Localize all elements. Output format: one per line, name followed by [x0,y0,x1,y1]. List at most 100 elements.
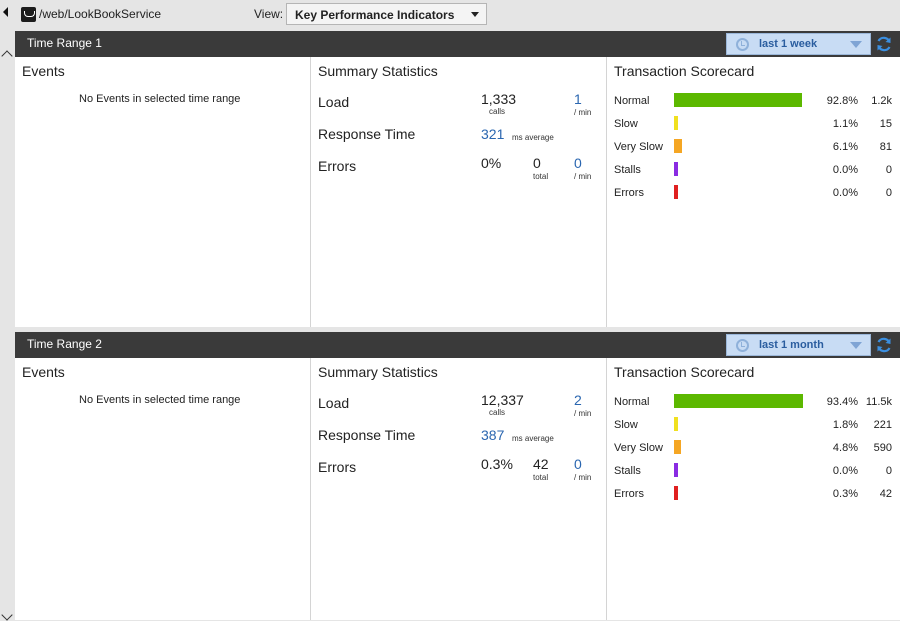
scorecard-bar [674,486,678,500]
events-section: Events No Events in selected time range [15,57,311,327]
scroll-down-icon[interactable] [1,609,13,621]
scorecard-label: Stalls [614,465,641,477]
scorecard-count: 11.5k [865,396,892,408]
time-range-select[interactable]: last 1 month [726,334,871,356]
scorecard-row[interactable]: Slow 1.1% 15 [607,116,900,132]
scorecard-count: 0 [885,187,892,199]
summary-statistics-section: Summary Statistics Load 1,333 calls 1 / … [311,57,607,327]
scorecard-label: Normal [614,396,650,408]
errors-total-value: 0 [533,155,541,171]
ms-average-unit: ms average [512,434,554,443]
scroll-up-icon[interactable] [1,50,13,62]
scorecard-label: Stalls [614,164,641,176]
load-calls-value: 1,333 [481,91,517,107]
events-title: Events [22,63,65,79]
time-range-select[interactable]: last 1 week [726,33,871,55]
view-select[interactable]: Key Performance Indicators [286,3,487,25]
refresh-icon[interactable] [875,35,893,53]
scorecard-row[interactable]: Normal 92.8% 1.2k [607,93,900,109]
scorecard-title: Transaction Scorecard [614,63,755,79]
per-min-unit: / min [574,473,592,482]
left-scroll-rail[interactable] [0,31,15,621]
panel-header: Time Range 1 last 1 week [15,31,900,57]
summary-statistics-section: Summary Statistics Load 12,337 calls 2 /… [311,358,607,620]
load-calls-value: 12,337 [481,392,524,408]
panel-title: Time Range 1 [27,36,102,50]
scorecard-bar [674,417,678,431]
scorecard-percent: 0.3% [832,488,858,500]
summary-title: Summary Statistics [318,364,438,380]
refresh-icon[interactable] [875,336,893,354]
response-time-link[interactable]: 387 [481,427,505,443]
errors-rate-link[interactable]: 0 [574,155,582,171]
errors-total-value: 42 [533,456,549,472]
errors-rate-link[interactable]: 0 [574,456,582,472]
response-time-label: Response Time [318,126,416,142]
scorecard-row[interactable]: Stalls 0.0% 0 [607,162,900,178]
scorecard-row[interactable]: Very Slow 4.8% 590 [607,440,900,456]
scorecard-percent: 4.8% [832,442,858,454]
view-label: View: [254,7,284,21]
errors-label: Errors [318,158,357,174]
time-range-panel: Time Range 1 last 1 week Events No Event… [15,31,900,327]
transaction-scorecard-section: Transaction Scorecard Normal 93.4% 11.5k Sl… [607,358,900,620]
scorecard-bar [674,162,678,176]
scorecard-label: Normal [614,95,650,107]
service-icon [21,7,36,22]
service-path[interactable]: /web/LookBookService [39,7,162,21]
scorecard-percent: 1.8% [832,419,858,431]
per-min-unit: / min [574,409,592,418]
chevron-down-icon [850,41,862,48]
panel-body: Events No Events in selected time range … [15,358,900,620]
scorecard-label: Very Slow [614,141,663,153]
scorecard-count: 15 [879,118,892,130]
time-range-panel: Time Range 2 last 1 month Events No Even… [15,332,900,620]
chevron-down-icon [850,342,862,349]
no-events-message: No Events in selected time range [79,394,241,406]
scorecard-label: Very Slow [614,442,663,454]
scorecard-row[interactable]: Errors 0.0% 0 [607,185,900,201]
toolbar: /web/LookBookService View: Key Performan… [0,0,900,31]
total-unit: total [533,473,549,482]
scorecard-percent: 0.0% [832,164,858,176]
per-min-unit: / min [574,108,592,117]
scorecard-row[interactable]: Very Slow 6.1% 81 [607,139,900,155]
scorecard-count: 0 [885,164,892,176]
scorecard-row[interactable]: Slow 1.8% 221 [607,417,900,433]
scorecard-bar [674,440,681,454]
scorecard-row[interactable]: Errors 0.3% 42 [607,486,900,502]
scorecard-label: Slow [614,118,638,130]
response-time-label: Response Time [318,427,416,443]
scorecard-percent: 0.0% [832,187,858,199]
scorecard-row[interactable]: Normal 93.4% 11.5k [607,394,900,410]
time-range-value: last 1 month [759,339,824,351]
scorecard-bar [674,185,678,199]
errors-percent: 0% [481,155,502,171]
events-section: Events No Events in selected time range [15,358,311,620]
scorecard-count: 81 [879,141,892,153]
scorecard-count: 42 [879,488,892,500]
collapse-arrow-icon[interactable] [3,7,8,17]
load-label: Load [318,395,350,411]
panel-header: Time Range 2 last 1 month [15,332,900,358]
summary-title: Summary Statistics [318,63,438,79]
scorecard-percent: 1.1% [832,118,858,130]
scorecard-percent: 0.0% [832,465,858,477]
scorecard-percent: 6.1% [832,141,858,153]
scorecard-bar [674,394,803,408]
scorecard-label: Errors [614,488,644,500]
load-rate-link[interactable]: 2 [574,392,582,408]
calls-unit: calls [489,408,506,417]
clock-icon [736,339,749,352]
load-rate-link[interactable]: 1 [574,91,582,107]
calls-unit: calls [489,107,506,116]
scorecard-title: Transaction Scorecard [614,364,755,380]
response-time-link[interactable]: 321 [481,126,505,142]
scorecard-count: 590 [873,442,892,454]
scorecard-count: 1.2k [871,95,892,107]
errors-label: Errors [318,459,357,475]
scorecard-row[interactable]: Stalls 0.0% 0 [607,463,900,479]
scorecard-bar [674,116,678,130]
scorecard-bar [674,139,682,153]
no-events-message: No Events in selected time range [79,93,241,105]
